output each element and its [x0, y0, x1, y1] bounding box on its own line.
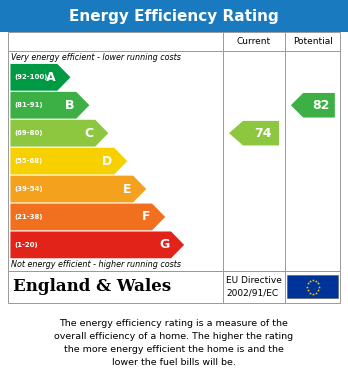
Text: (21-38): (21-38) [15, 214, 43, 220]
Text: D: D [102, 154, 112, 168]
Polygon shape [10, 64, 70, 91]
Text: Not energy efficient - higher running costs: Not energy efficient - higher running co… [11, 260, 181, 269]
Text: G: G [159, 239, 169, 251]
Text: Potential: Potential [293, 37, 333, 46]
Polygon shape [10, 204, 165, 230]
Text: EU Directive
2002/91/EC: EU Directive 2002/91/EC [226, 276, 282, 297]
Polygon shape [291, 93, 335, 118]
Polygon shape [10, 176, 146, 203]
Text: (1-20): (1-20) [15, 242, 38, 248]
Text: Energy Efficiency Rating: Energy Efficiency Rating [69, 9, 279, 23]
Text: F: F [142, 210, 150, 223]
Text: Current: Current [237, 37, 271, 46]
Text: (39-54): (39-54) [15, 186, 43, 192]
Text: B: B [65, 99, 74, 112]
Text: (92-100): (92-100) [15, 74, 48, 80]
Polygon shape [229, 121, 279, 145]
Bar [8, 271, 340, 303]
Text: C: C [84, 127, 94, 140]
Text: (69-80): (69-80) [15, 130, 43, 136]
Polygon shape [10, 92, 89, 118]
Bar [8, 32, 340, 271]
Bar [287, 275, 338, 298]
Polygon shape [10, 120, 108, 147]
Bar [0, 0, 348, 32]
Text: Very energy efficient - lower running costs: Very energy efficient - lower running co… [11, 52, 181, 62]
Text: England & Wales: England & Wales [13, 278, 171, 295]
Text: 74: 74 [254, 127, 271, 140]
Text: E: E [123, 183, 132, 196]
Polygon shape [10, 231, 184, 258]
Text: The energy efficiency rating is a measure of the
overall efficiency of a home. T: The energy efficiency rating is a measur… [54, 319, 294, 367]
Text: (81-91): (81-91) [15, 102, 43, 108]
Text: A: A [46, 71, 56, 84]
Text: 82: 82 [312, 99, 330, 112]
Text: (55-68): (55-68) [15, 158, 43, 164]
Polygon shape [10, 148, 127, 174]
